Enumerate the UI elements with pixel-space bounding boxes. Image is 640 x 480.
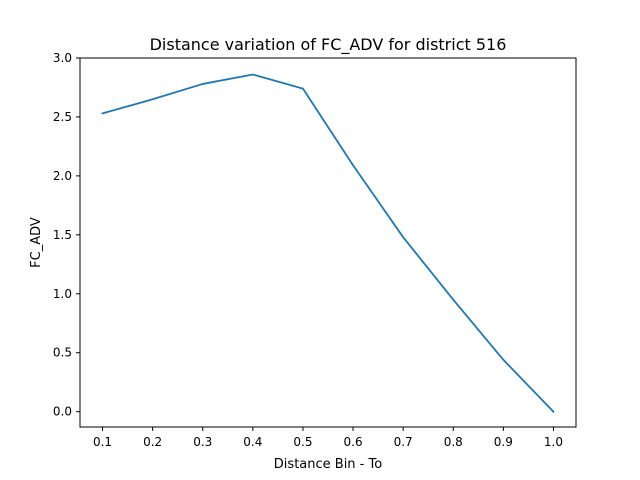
y-tick-label: 2.0	[53, 169, 72, 183]
chart-title: Distance variation of FC_ADV for distric…	[150, 35, 507, 55]
series-layer	[101, 73, 555, 413]
y-tick-label: 1.0	[53, 287, 72, 301]
y-tick-label: 3.0	[53, 51, 72, 65]
x-tick-label: 0.4	[243, 435, 262, 449]
x-tick-label: 0.1	[93, 435, 112, 449]
x-tick-label: 0.9	[494, 435, 513, 449]
x-tick-label: 0.8	[444, 435, 463, 449]
x-tick-label: 0.2	[143, 435, 162, 449]
x-tick-label: 0.3	[193, 435, 212, 449]
y-tick-label: 2.5	[53, 110, 72, 124]
series-line	[101, 73, 555, 413]
x-axis-label: Distance Bin - To	[274, 457, 382, 472]
x-tick-label: 0.6	[344, 435, 363, 449]
y-axis-label: FC_ADV	[29, 217, 44, 268]
x-axis-ticks: 0.1 0.2 0.3 0.4 0.5 0.6 0.7 0.8 0.9 1.0	[93, 427, 563, 449]
y-tick-label: 0.0	[53, 405, 72, 419]
plot-area: 0.1 0.2 0.3 0.4 0.5 0.6 0.7 0.8 0.9 1.0 0.0 0.5 1.0…	[53, 51, 577, 449]
plot-frame	[79, 57, 577, 428]
y-tick-label: 0.5	[53, 346, 72, 360]
y-tick-label: 1.5	[53, 228, 72, 242]
x-tick-label: 0.5	[293, 435, 312, 449]
y-axis-ticks: 0.0 0.5 1.0 1.5 2.0 2.5 3.0	[53, 51, 80, 419]
x-tick-label: 1.0	[544, 435, 563, 449]
x-tick-label: 0.7	[394, 435, 413, 449]
